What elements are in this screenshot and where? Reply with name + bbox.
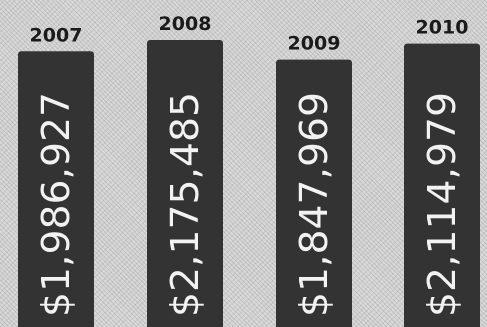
bar-2008: [147, 40, 223, 327]
data-label-2007: $1,986,927: [34, 92, 78, 317]
bar-2010: [404, 43, 480, 327]
bar-2009: [276, 59, 352, 327]
category-label-2007: 2007: [30, 24, 83, 46]
bar-2007: [18, 51, 94, 327]
category-label-2010: 2010: [416, 17, 469, 39]
category-label-2008: 2008: [159, 13, 212, 35]
data-label-2008: $2,175,485: [163, 92, 207, 317]
data-label-2009: $1,847,969: [292, 92, 336, 317]
category-label-2009: 2009: [288, 33, 341, 55]
data-label-2010: $2,114,979: [420, 92, 464, 317]
